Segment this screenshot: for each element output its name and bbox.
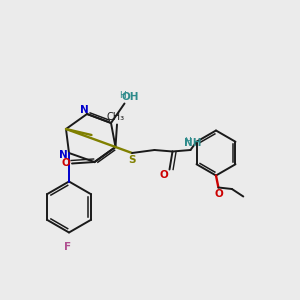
Text: H: H xyxy=(184,137,191,146)
Text: NH: NH xyxy=(184,138,202,148)
Text: N: N xyxy=(80,105,88,116)
Text: H: H xyxy=(120,92,126,100)
Text: CH₃: CH₃ xyxy=(106,112,124,122)
Text: O: O xyxy=(215,189,224,199)
Text: N: N xyxy=(58,150,68,161)
Text: O: O xyxy=(61,158,70,168)
Text: S: S xyxy=(128,154,136,165)
Text: F: F xyxy=(64,242,71,252)
Text: O: O xyxy=(159,170,168,180)
Text: OH: OH xyxy=(121,92,139,103)
